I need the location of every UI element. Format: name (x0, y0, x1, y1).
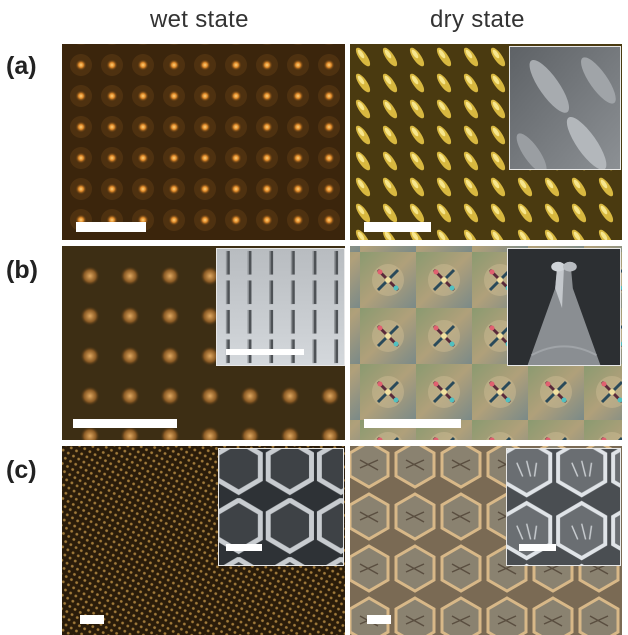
sem-inset-b-wet (216, 248, 345, 366)
scale-bar-a-dry (364, 222, 431, 232)
column-title-dry: dry state (430, 6, 525, 33)
scale-bar-b-wet-inset (226, 349, 304, 355)
row-label-a: (a) (6, 52, 37, 80)
scale-bar-c-wet-inset (226, 544, 262, 551)
sem-inset-a-dry (509, 46, 621, 170)
scale-bar-c-wet (80, 615, 104, 624)
scale-bar-a-wet (76, 222, 146, 232)
row-label-b: (b) (6, 256, 38, 284)
column-title-wet: wet state (150, 6, 249, 33)
panel-a-wet (62, 44, 345, 240)
row-label-c: (c) (6, 456, 37, 484)
scale-bar-c-dry (367, 615, 391, 624)
scale-bar-b-wet (73, 419, 177, 428)
scale-bar-c-dry-inset (519, 544, 556, 551)
scale-bar-b-dry (364, 419, 461, 428)
sem-inset-b-dry (507, 248, 621, 366)
